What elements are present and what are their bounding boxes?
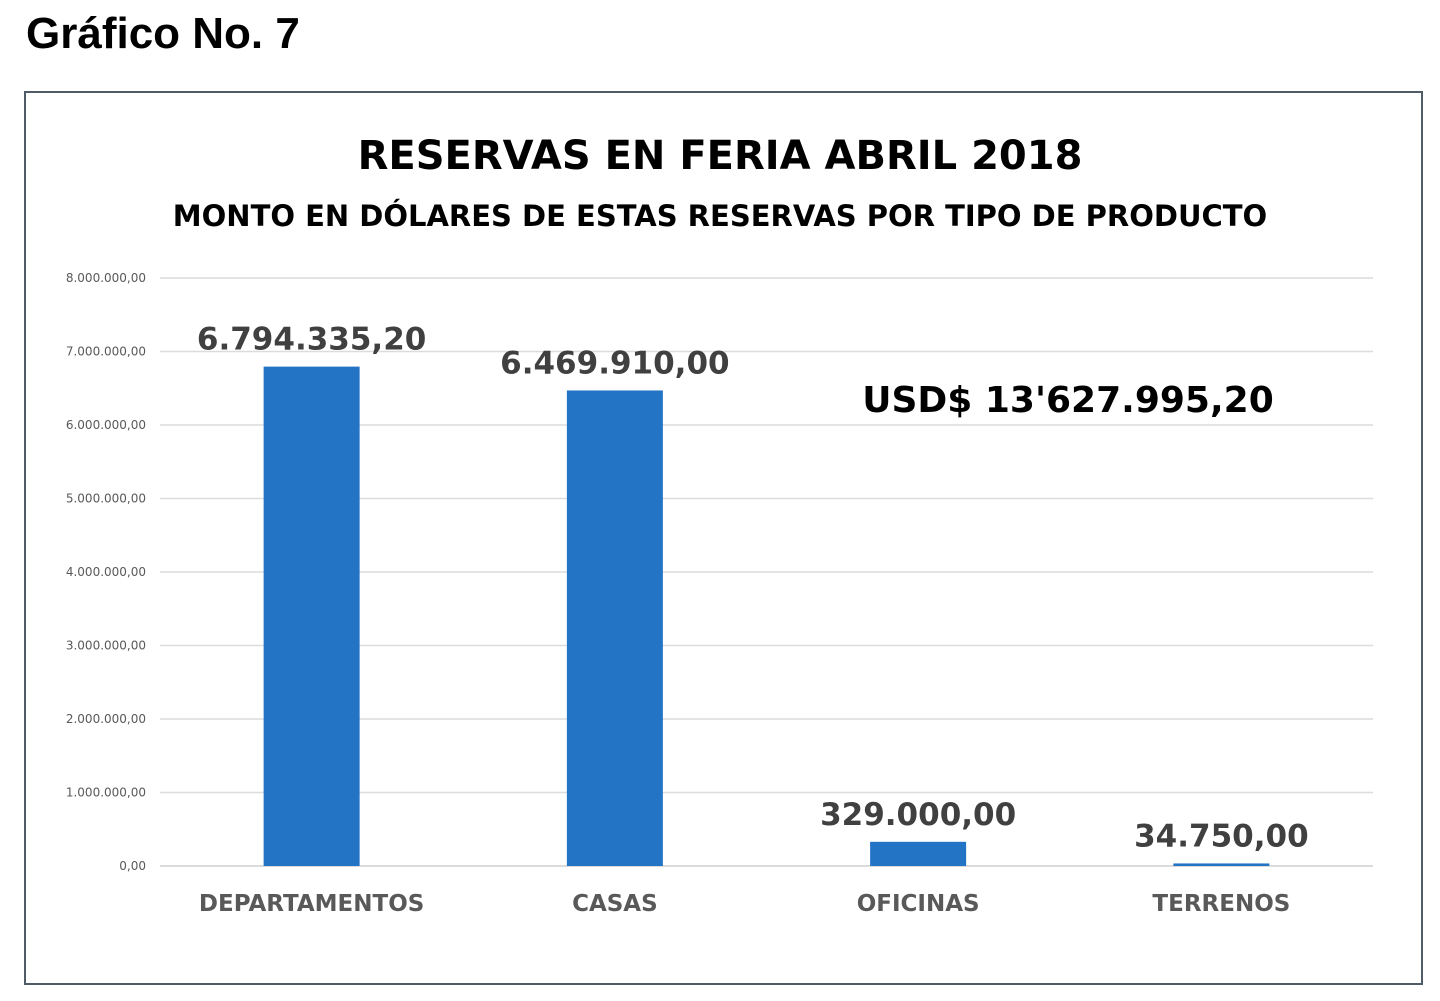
x-axis-categories: DEPARTAMENTOS CASAS OFICINAS TERRENOS — [199, 891, 1290, 917]
y-tick-label: 3.000.000,00 — [66, 639, 146, 653]
figure-caption: Gráfico No. 7 — [26, 9, 300, 58]
bar — [263, 366, 360, 866]
category-label: DEPARTAMENTOS — [199, 891, 424, 917]
bar — [566, 390, 663, 866]
y-axis-ticks: 0,00 1.000.000,00 2.000.000,00 3.000.000,00… — [66, 271, 146, 873]
category-label: CASAS — [572, 891, 658, 917]
bar — [1173, 863, 1270, 866]
gridlines — [160, 277, 1373, 867]
bar — [870, 841, 967, 866]
y-tick-label: 0,00 — [119, 859, 146, 873]
y-tick-label: 5.000.000,00 — [66, 492, 146, 506]
category-label: OFICINAS — [857, 891, 980, 917]
total-annotation: USD$ 13'627.995,20 — [862, 380, 1274, 421]
chart-title: RESERVAS EN FERIA ABRIL 2018 — [357, 133, 1083, 179]
data-label: 6.469.910,00 — [500, 345, 729, 381]
data-label: 329.000,00 — [820, 797, 1016, 833]
data-label: 6.794.335,20 — [197, 322, 426, 358]
y-tick-label: 8.000.000,00 — [66, 271, 146, 285]
chart-subtitle: MONTO EN DÓLARES DE ESTAS RESERVAS POR T… — [172, 199, 1268, 233]
chart-frame — [24, 91, 1423, 985]
y-tick-label: 2.000.000,00 — [66, 712, 146, 726]
y-tick-label: 6.000.000,00 — [66, 418, 146, 432]
data-labels: 6.794.335,20 6.469.910,00 329.000,00 34.750… — [197, 322, 1309, 855]
data-label: 34.750,00 — [1134, 818, 1309, 854]
y-tick-label: 4.000.000,00 — [66, 565, 146, 579]
y-tick-label: 7.000.000,00 — [66, 345, 146, 359]
bars — [263, 366, 1270, 866]
category-label: TERRENOS — [1152, 891, 1290, 917]
y-tick-label: 1.000.000,00 — [66, 786, 146, 800]
